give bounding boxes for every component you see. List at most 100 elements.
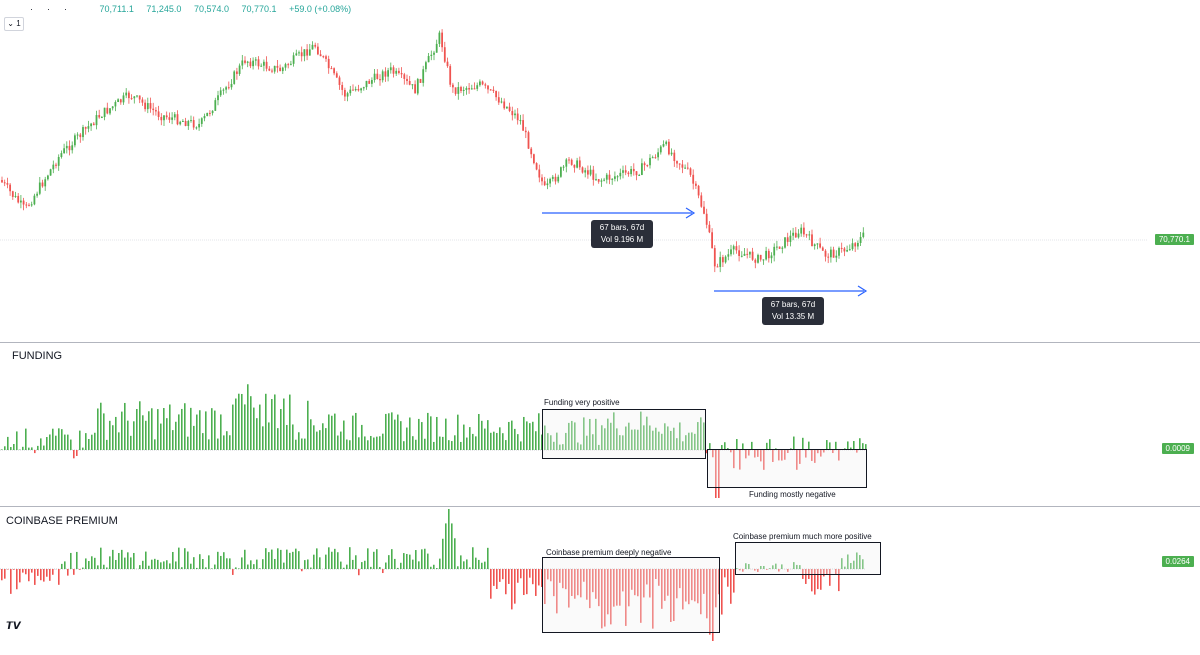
interval-button[interactable]: ⌄ 1 bbox=[4, 17, 24, 31]
premium-bar bbox=[697, 569, 699, 604]
premium-bar bbox=[277, 548, 279, 569]
funding-bar bbox=[349, 440, 351, 450]
panel-divider-2[interactable] bbox=[0, 506, 1200, 507]
candle-body bbox=[273, 65, 276, 72]
candle-body bbox=[719, 257, 722, 267]
funding-bar bbox=[667, 426, 669, 450]
candle-body bbox=[403, 74, 406, 79]
premium-negative-box bbox=[542, 557, 720, 633]
premium-bar bbox=[112, 549, 114, 569]
funding-bar bbox=[508, 421, 510, 450]
funding-bar bbox=[412, 436, 414, 450]
funding-bar bbox=[1, 449, 3, 450]
funding-bar bbox=[802, 437, 804, 450]
candle-body bbox=[333, 68, 335, 74]
premium-bar bbox=[676, 569, 678, 599]
premium-bar bbox=[424, 548, 426, 569]
candle-body bbox=[514, 113, 516, 116]
ohlc-close: 70,770.1 bbox=[241, 4, 277, 14]
candle-body bbox=[776, 246, 778, 248]
premium-bar bbox=[814, 569, 816, 595]
premium-bar bbox=[835, 569, 837, 575]
premium-bar bbox=[121, 549, 123, 569]
premium-bar bbox=[211, 568, 213, 569]
premium-bar bbox=[778, 569, 780, 572]
candle-body bbox=[678, 163, 681, 165]
funding-bar bbox=[829, 442, 831, 450]
premium-bar bbox=[526, 569, 528, 595]
tradingview-logo-icon[interactable]: 𝙏𝙑 bbox=[6, 621, 21, 632]
funding-bar bbox=[832, 450, 834, 454]
candle-body bbox=[743, 253, 746, 256]
funding-bar bbox=[598, 444, 600, 450]
premium-bar bbox=[550, 569, 552, 582]
candle-body bbox=[236, 71, 238, 74]
funding-bar bbox=[670, 430, 672, 450]
premium-bar bbox=[433, 564, 435, 569]
funding-bar bbox=[388, 413, 390, 450]
funding-badge: 0.0009 bbox=[1161, 443, 1194, 454]
candle-body bbox=[3, 182, 6, 184]
funding-bar bbox=[532, 421, 534, 450]
candle-body bbox=[627, 172, 630, 175]
candle-body bbox=[624, 170, 627, 173]
panel-divider-1[interactable] bbox=[0, 342, 1200, 343]
premium-bar bbox=[361, 562, 363, 569]
funding-bar bbox=[544, 425, 546, 450]
candle-body bbox=[649, 157, 651, 166]
candle-body bbox=[125, 92, 128, 96]
candle-body bbox=[468, 88, 470, 90]
premium-bar bbox=[223, 552, 225, 569]
funding-bar bbox=[691, 432, 693, 450]
candle-body bbox=[757, 254, 759, 263]
funding-bar bbox=[310, 419, 312, 450]
funding-bar bbox=[379, 436, 381, 450]
candle-body bbox=[362, 87, 365, 89]
candle-body bbox=[360, 88, 362, 91]
candle-body bbox=[473, 88, 476, 90]
premium-bar bbox=[46, 569, 48, 577]
premium-bar bbox=[382, 569, 384, 574]
candle-body bbox=[306, 49, 308, 56]
candle-body bbox=[538, 169, 541, 178]
candle-body bbox=[133, 96, 136, 99]
candle-body bbox=[106, 107, 109, 114]
candle-body bbox=[859, 236, 862, 243]
candle-body bbox=[327, 58, 330, 69]
candle-body bbox=[130, 98, 133, 100]
candle-body bbox=[263, 61, 265, 66]
candle-body bbox=[549, 178, 551, 184]
funding-bar bbox=[748, 450, 750, 456]
premium-bar bbox=[712, 569, 714, 641]
funding-bar bbox=[715, 450, 717, 498]
premium-bar bbox=[430, 566, 432, 569]
candle-body bbox=[800, 227, 803, 234]
funding-bar bbox=[55, 435, 57, 450]
premium-bar bbox=[148, 565, 150, 569]
premium-bar bbox=[64, 561, 66, 569]
funding-bar bbox=[112, 425, 114, 450]
funding-bar bbox=[175, 421, 177, 450]
funding-bar bbox=[34, 450, 36, 454]
candle-body bbox=[354, 89, 357, 91]
funding-bar bbox=[592, 434, 594, 450]
funding-bar bbox=[253, 407, 255, 450]
candle-body bbox=[762, 259, 765, 261]
premium-bar bbox=[688, 569, 690, 605]
funding-bar bbox=[406, 427, 408, 450]
candle-body bbox=[749, 251, 751, 255]
funding-bar bbox=[769, 439, 771, 450]
funding-bar bbox=[640, 411, 642, 450]
premium-bar bbox=[799, 565, 801, 569]
funding-bar bbox=[448, 440, 450, 450]
premium-bar bbox=[43, 569, 45, 582]
candle-body bbox=[651, 157, 654, 159]
candle-body bbox=[794, 232, 797, 238]
candle-body bbox=[614, 176, 616, 179]
premium-bar bbox=[319, 557, 321, 569]
premium-bar bbox=[466, 559, 468, 569]
price-badge: 70,770.1 bbox=[1154, 234, 1194, 245]
funding-bar bbox=[85, 433, 87, 450]
funding-bar bbox=[262, 426, 264, 450]
